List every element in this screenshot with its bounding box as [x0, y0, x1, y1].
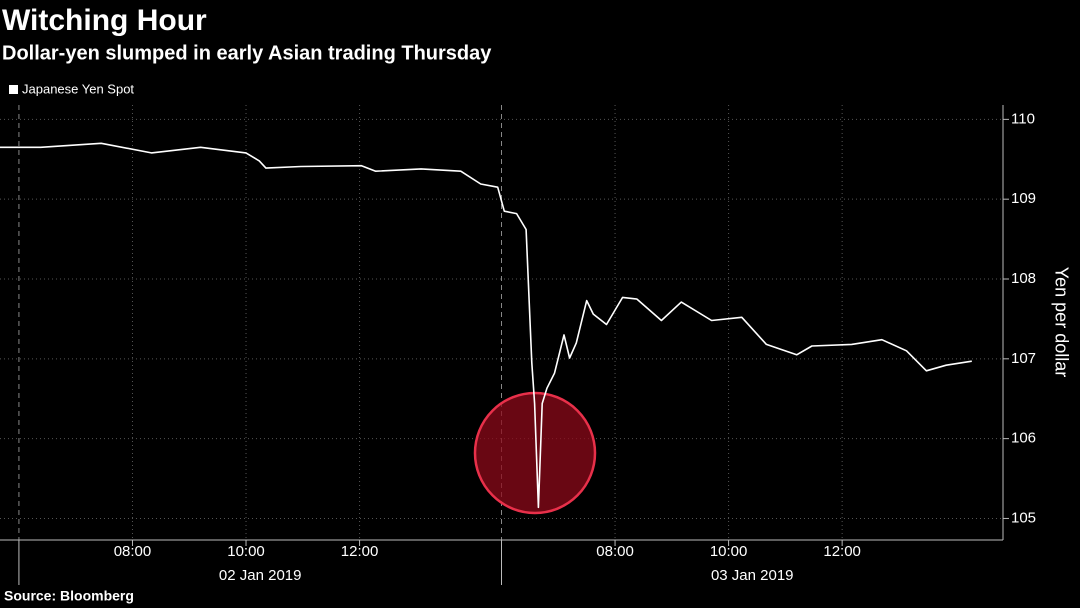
x-tick-label: 10:00: [710, 543, 748, 560]
day-label: 02 Jan 2019: [219, 567, 302, 584]
y-tick-label: 106: [1011, 430, 1036, 447]
chart-title: Witching Hour: [2, 4, 207, 37]
y-tick-label: 107: [1011, 350, 1036, 367]
x-tick-label: 08:00: [114, 543, 152, 560]
y-tick-label: 109: [1011, 190, 1036, 207]
y-tick-label: 110: [1011, 110, 1035, 127]
legend-swatch: [9, 85, 18, 94]
y-axis-label: Yen per dollar: [1051, 267, 1071, 377]
legend-label: Japanese Yen Spot: [22, 81, 134, 96]
y-tick-label: 105: [1011, 509, 1036, 526]
highlight-circle: [473, 391, 597, 515]
x-tick-label: 12:00: [341, 543, 379, 560]
price-line: [0, 142, 972, 509]
source: Source: Bloomberg: [4, 588, 134, 604]
day-label: 03 Jan 2019: [711, 567, 794, 584]
x-tick-label: 10:00: [227, 543, 265, 560]
x-tick-label: 12:00: [823, 543, 861, 560]
y-tick-label: 108: [1011, 270, 1036, 287]
chart-subtitle: Dollar-yen slumped in early Asian tradin…: [2, 42, 492, 64]
x-tick-label: 08:00: [596, 543, 634, 560]
